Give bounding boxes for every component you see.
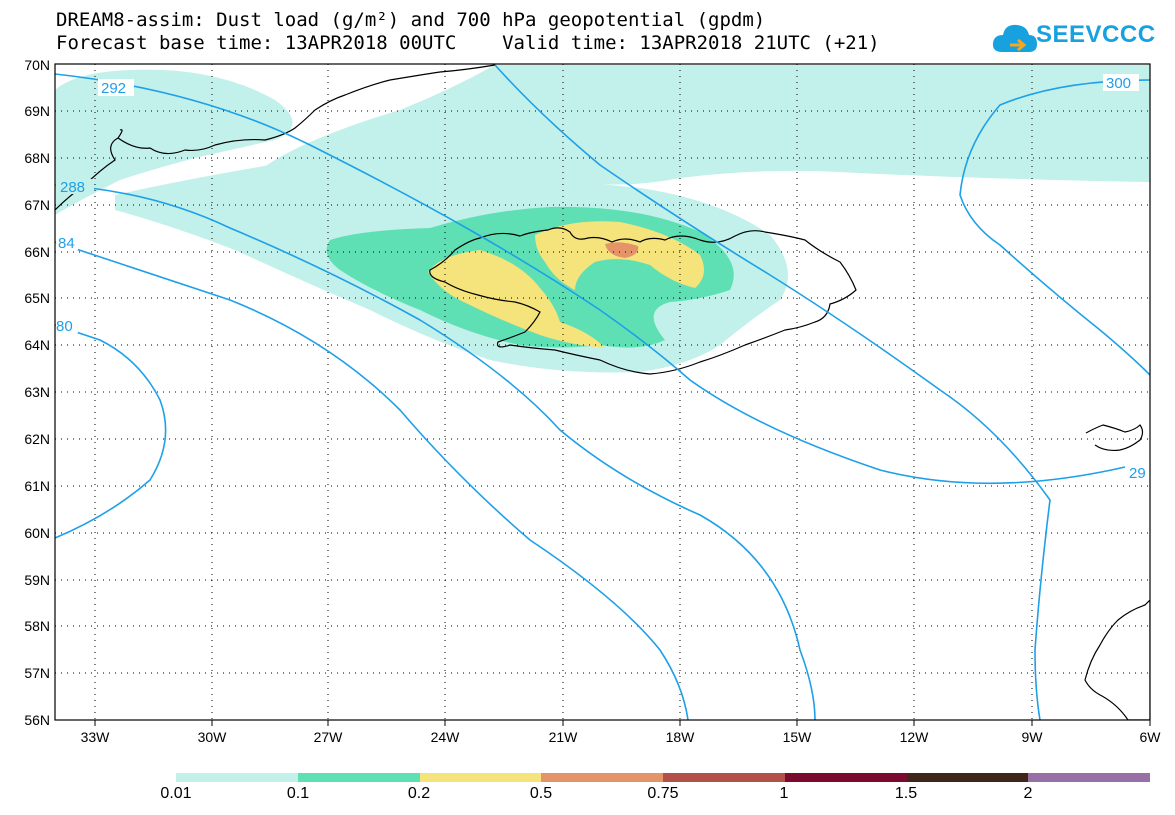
colorbar-swatch-5 (663, 773, 785, 782)
colorbar-swatch-7 (906, 773, 1029, 782)
colorbar-label-02: 0.2 (407, 785, 431, 802)
scotland-coast (1085, 424, 1144, 452)
contour-296-line (494, 64, 1051, 720)
lat-label-57n: 57N (24, 665, 50, 681)
contour-label-80: 80 (56, 318, 73, 335)
forecast-times: Forecast base time: 13APR2018 00UTC Vali… (56, 32, 880, 54)
coastlines (55, 64, 1150, 720)
lat-label-69n: 69N (24, 103, 50, 119)
lat-label-56n: 56N (24, 712, 50, 728)
lat-label-65n: 65N (24, 290, 50, 306)
dust-area-02-west (428, 250, 605, 348)
colorbar-swatch-1 (176, 773, 298, 782)
contour-label-300: 300 (1106, 75, 1131, 92)
colorbar-label-001: 0.01 (160, 785, 192, 802)
lat-label-64n: 64N (24, 337, 50, 353)
lat-label-63n: 63N (24, 384, 50, 400)
lon-label-18w: 18W (665, 729, 695, 745)
lon-label-27w: 27W (313, 729, 343, 745)
colorbar-label-05: 0.5 (529, 785, 553, 802)
contour-292-line (55, 73, 1126, 485)
contour-280-line (55, 324, 167, 539)
lon-label-9w: 9W (1021, 729, 1043, 745)
lat-label-61n: 61N (24, 478, 50, 494)
lon-label-30w: 30W (197, 729, 227, 745)
cloud-icon (992, 24, 1037, 52)
lat-label-68n: 68N (24, 150, 50, 166)
dust-area-05 (605, 242, 639, 258)
lon-gridlines (94, 64, 1033, 720)
lat-label-58n: 58N (24, 618, 50, 634)
lon-label-24w: 24W (430, 729, 460, 745)
dust-colorbar (176, 773, 1150, 782)
lon-label-21w: 21W (548, 729, 578, 745)
dust-area-001-north (260, 65, 1150, 185)
lon-label-15w: 15W (782, 729, 812, 745)
colorbar-label-075: 0.75 (647, 785, 679, 802)
lat-label-62n: 62N (24, 431, 50, 447)
lat-label-66n: 66N (24, 244, 50, 260)
colorbar-swatch-2 (297, 773, 420, 782)
colorbar-swatch-3 (419, 773, 542, 782)
dust-area-001-west (55, 69, 293, 215)
lat-label-59n: 59N (24, 572, 50, 588)
contour-label-288: 288 (60, 179, 85, 196)
lon-label-6w: 6W (1139, 729, 1161, 745)
colorbar-label-01: 0.1 (286, 785, 310, 802)
colorbar-label-1: 1 (779, 785, 789, 802)
lat-label-60n: 60N (24, 525, 50, 541)
norway-coast (1084, 599, 1150, 720)
contour-288-line (55, 184, 816, 720)
map-frame (54, 63, 1151, 721)
map-title: DREAM8-assim: Dust load (g/m²) and 700 h… (56, 9, 766, 31)
contour-284-line (55, 241, 689, 720)
contour-label-29: 29 (1129, 465, 1146, 482)
contour-label-84: 84 (58, 235, 75, 252)
geopotential-contours (55, 64, 1150, 720)
frame-ticks (94, 720, 1151, 726)
colorbar-label-2: 2 (1023, 785, 1033, 802)
contour-300-line (959, 79, 1150, 376)
lat-label-67n: 67N (24, 197, 50, 213)
lon-label-12w: 12W (899, 729, 929, 745)
lat-label-70n: 70N (24, 57, 50, 73)
lon-label-33w: 33W (80, 729, 110, 745)
iceland-coast (429, 227, 857, 375)
colorbar-label-15: 1.5 (894, 785, 918, 802)
seevccc-logo: SEEVCCC (1036, 21, 1156, 48)
colorbar-swatch-8 (1028, 773, 1150, 782)
colorbar-swatch-6 (784, 773, 907, 782)
lat-gridlines (55, 110, 1150, 674)
contour-label-292: 292 (101, 80, 126, 97)
colorbar-swatch-4 (541, 773, 663, 782)
